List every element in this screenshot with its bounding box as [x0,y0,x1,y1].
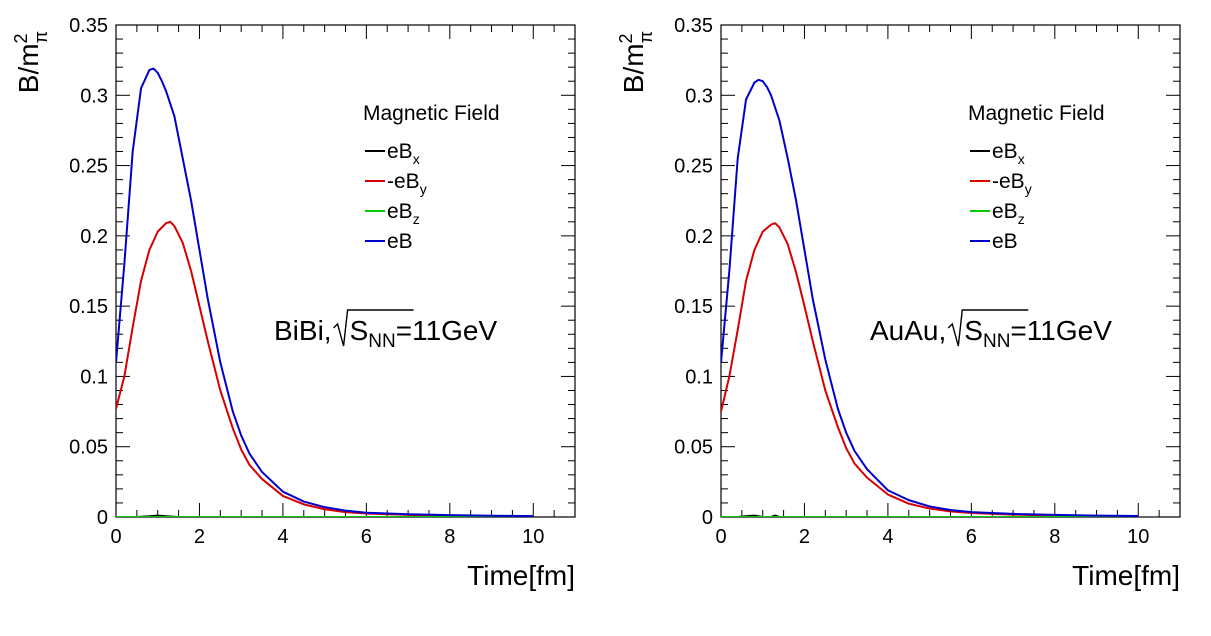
x-tick-label: 6 [966,526,977,548]
annotation-prefix: BiBi, [274,315,332,346]
x-tick-label: 0 [715,526,726,548]
x-tick-label: 8 [1049,526,1060,548]
legend-entry: eBz [365,200,420,227]
x-tick-label: 4 [277,526,288,548]
y-tick-label: 0.1 [80,366,108,388]
sqrt-icon [333,309,414,347]
y-tick-label: 0.2 [685,226,713,248]
y-tick-label: 0.2 [80,226,108,248]
legend-entry: eBx [365,140,420,167]
y-tick-label: 0.05 [69,437,108,459]
plot-frame [115,24,576,518]
legend-entry: eB [970,230,1018,253]
y-tick-label: 0.25 [69,156,108,178]
x-tick-label: 10 [522,526,544,548]
annotation-prefix: AuAu, [870,315,946,346]
legend-entry: -eBy [970,170,1032,197]
legend-label-main: eB [992,230,1018,253]
energy-annotation: AuAu, [870,315,946,346]
legend-label-main: -eB [387,170,420,193]
legend-header: Magnetic Field [363,102,500,125]
series-line-eby [721,222,1139,517]
y-tick-label: 0.3 [685,85,713,107]
y-axis-title-sub: π [31,31,51,43]
chart-panel-1: 0 2 4 6 8 10 0 0.05 0.1 0.15 0.2 0.25 0.3 0.35 Time[fm… [11,15,576,591]
y-axis-title-main: B/m [618,43,649,93]
y-axis-title-sup: 2 [11,33,31,43]
x-tick-label: 2 [194,526,205,548]
legend-label-main: eB [387,230,413,253]
legend-label-main: eB [387,140,413,163]
annotation-sqrt-text: SNN=11GeV [964,315,1112,352]
y-tick-label: 0.15 [69,296,108,318]
legend-label-main: eB [992,200,1018,223]
y-tick-label: 0.35 [69,15,108,37]
annotation-sqrt-main: S [350,315,369,346]
y-axis-title: B/m2π [616,31,656,93]
y-tick-label: 0 [97,507,108,529]
legend-label: -eBy [992,170,1032,197]
y-axis-title-sub: π [636,31,656,43]
y-axis-title-main: B/m [13,43,44,93]
series-line-eb [116,67,534,517]
y-tick-label: 0.05 [674,437,713,459]
y-axis-title-sup: 2 [616,33,636,43]
legend-label-main: eB [387,200,413,223]
legend-label: eBx [387,140,420,167]
y-tick-label: 0.35 [674,15,713,37]
legend-header: Magnetic Field [968,102,1105,125]
legend-entry: eBz [970,200,1025,227]
legend-label: eB [387,230,413,253]
legend-entry: eB [365,230,413,253]
y-tick-label: 0 [702,507,713,529]
y-axis-title: B/m2π [11,31,51,93]
y-tick-label: 0.15 [674,296,713,318]
legend-entry: -eBy [365,170,427,197]
y-tick-label: 0.3 [80,85,108,107]
chart-panel-2: 0 2 4 6 8 10 0 0.05 0.1 0.15 0.2 0.25 0.3 0.35 Time[fm… [616,15,1181,591]
legend-label-main: eB [992,140,1018,163]
legend-label-sub: y [420,181,427,197]
legend-label-sub: x [1018,151,1025,167]
legend-label-sub: x [413,151,420,167]
x-tick-label: 4 [882,526,893,548]
energy-annotation: BiBi, [274,315,332,346]
x-tick-label: 10 [1127,526,1149,548]
sqrt-icon [947,309,1029,347]
legend-label-sub: z [1018,211,1025,227]
x-tick-label: 0 [110,526,121,548]
legend-label-sub: y [1025,181,1032,197]
legend-label: -eBy [387,170,427,197]
x-axis-title: Time[fm] [1072,560,1180,591]
annotation-sqrt-text: SNN=11GeV [350,315,498,352]
x-tick-label: 8 [444,526,455,548]
annotation-suffix: =11GeV [1010,315,1112,346]
legend-label: eBx [992,140,1025,167]
x-axis-title: Time[fm] [467,560,575,591]
y-tick-label: 0.25 [674,156,713,178]
series-line-eby [116,220,534,517]
x-tick-label: 6 [361,526,372,548]
annotation-sqrt-sub: NN [368,331,395,352]
legend-label: eB [992,230,1018,253]
series-line-eb [721,78,1139,517]
annotation-sqrt-sub: NN [983,331,1010,352]
plot-frame [720,24,1181,518]
x-tick-label: 2 [799,526,810,548]
legend-entry: eBx [970,140,1025,167]
legend-label-sub: z [413,211,420,227]
legend-label: eBz [992,200,1025,227]
annotation-sqrt-main: S [964,315,983,346]
y-tick-label: 0.1 [685,366,713,388]
legend-label-main: -eB [992,170,1025,193]
legend-label: eBz [387,200,420,227]
annotation-suffix: =11GeV [396,315,498,346]
